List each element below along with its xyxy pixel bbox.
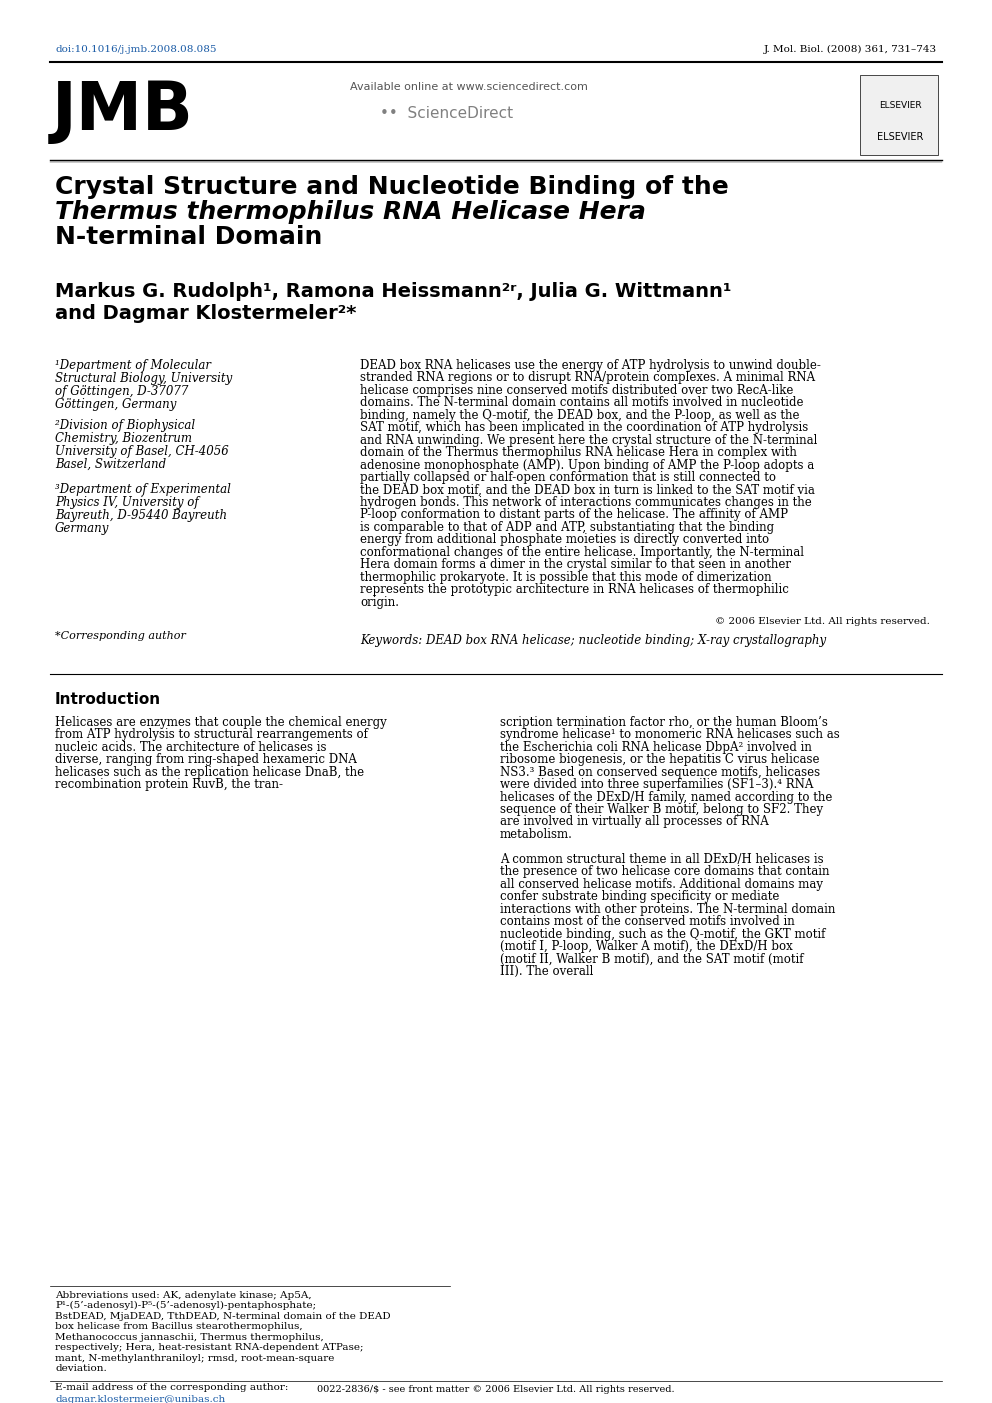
Text: Structural Biology, University: Structural Biology, University (55, 372, 232, 384)
Text: ³Department of Experimental: ³Department of Experimental (55, 484, 231, 497)
Text: Basel, Switzerland: Basel, Switzerland (55, 457, 166, 470)
Text: ribosome biogenesis, or the hepatitis C virus helicase: ribosome biogenesis, or the hepatitis C … (500, 753, 819, 766)
Text: scription termination factor rho, or the human Bloom’s: scription termination factor rho, or the… (500, 716, 828, 728)
Text: helicases of the DExD/H family, named according to the: helicases of the DExD/H family, named ac… (500, 790, 832, 804)
Text: metabolism.: metabolism. (500, 828, 572, 840)
Text: stranded RNA regions or to disrupt RNA/protein complexes. A minimal RNA: stranded RNA regions or to disrupt RNA/p… (360, 372, 815, 384)
Text: A common structural theme in all DExD/H helicases is: A common structural theme in all DExD/H … (500, 853, 823, 866)
Text: Physics IV, University of: Physics IV, University of (55, 497, 198, 509)
Text: ¹Department of Molecular: ¹Department of Molecular (55, 359, 211, 372)
Text: Markus G. Rudolph¹, Ramona Heissmann²ʳ, Julia G. Wittmann¹: Markus G. Rudolph¹, Ramona Heissmann²ʳ, … (55, 282, 731, 302)
Text: NS3.³ Based on conserved sequence motifs, helicases: NS3.³ Based on conserved sequence motifs… (500, 766, 820, 779)
Text: of Göttingen, D-37077: of Göttingen, D-37077 (55, 384, 188, 398)
Text: Keywords: DEAD box RNA helicase; nucleotide binding; X-ray crystallography: Keywords: DEAD box RNA helicase; nucleot… (360, 634, 826, 647)
Text: E-mail address of the corresponding author:: E-mail address of the corresponding auth… (55, 1383, 289, 1392)
Text: domains. The N-terminal domain contains all motifs involved in nucleotide: domains. The N-terminal domain contains … (360, 396, 804, 410)
Text: N-terminal Domain: N-terminal Domain (55, 226, 322, 250)
Text: BstDEAD, MjaDEAD, TthDEAD, N-terminal domain of the DEAD: BstDEAD, MjaDEAD, TthDEAD, N-terminal do… (55, 1312, 391, 1322)
Text: are involved in virtually all processes of RNA: are involved in virtually all processes … (500, 815, 769, 828)
Text: the presence of two helicase core domains that contain: the presence of two helicase core domain… (500, 866, 829, 878)
Text: Chemistry, Biozentrum: Chemistry, Biozentrum (55, 432, 192, 445)
Text: sequence of their Walker B motif, belong to SF2. They: sequence of their Walker B motif, belong… (500, 803, 823, 817)
Text: Methanococcus jannaschii, Thermus thermophilus,: Methanococcus jannaschii, Thermus thermo… (55, 1333, 323, 1341)
Text: ••  ScienceDirect: •• ScienceDirect (380, 105, 513, 121)
Text: 0022-2836/$ - see front matter © 2006 Elsevier Ltd. All rights reserved.: 0022-2836/$ - see front matter © 2006 El… (317, 1385, 675, 1393)
Text: thermophilic prokaryote. It is possible that this mode of dimerization: thermophilic prokaryote. It is possible … (360, 571, 772, 584)
Text: nucleotide binding, such as the Q-motif, the GKT motif: nucleotide binding, such as the Q-motif,… (500, 927, 825, 940)
Text: the DEAD box motif, and the DEAD box in turn is linked to the SAT motif via: the DEAD box motif, and the DEAD box in … (360, 484, 814, 497)
Text: recombination protein RuvB, the tran-: recombination protein RuvB, the tran- (55, 779, 283, 791)
Text: ELSEVIER: ELSEVIER (879, 101, 922, 109)
Text: Available online at www.sciencedirect.com: Available online at www.sciencedirect.co… (350, 81, 588, 91)
Text: Helicases are enzymes that couple the chemical energy: Helicases are enzymes that couple the ch… (55, 716, 387, 728)
Text: ELSEVIER: ELSEVIER (877, 132, 924, 142)
Text: binding, namely the Q-motif, the DEAD box, and the P-loop, as well as the: binding, namely the Q-motif, the DEAD bo… (360, 408, 800, 422)
Text: © 2006 Elsevier Ltd. All rights reserved.: © 2006 Elsevier Ltd. All rights reserved… (715, 617, 930, 626)
Text: dagmar.klostermeier@unibas.ch: dagmar.klostermeier@unibas.ch (55, 1395, 225, 1403)
Text: represents the prototypic architecture in RNA helicases of thermophilic: represents the prototypic architecture i… (360, 584, 789, 596)
Text: JMB: JMB (52, 77, 193, 143)
Text: box helicase from Bacillus stearothermophilus,: box helicase from Bacillus stearothermop… (55, 1323, 303, 1331)
Text: nucleic acids. The architecture of helicases is: nucleic acids. The architecture of helic… (55, 741, 326, 753)
Text: contains most of the conserved motifs involved in: contains most of the conserved motifs in… (500, 915, 795, 929)
Text: Thermus thermophilus RNA Helicase Hera: Thermus thermophilus RNA Helicase Hera (55, 201, 646, 224)
Text: SAT motif, which has been implicated in the coordination of ATP hydrolysis: SAT motif, which has been implicated in … (360, 421, 808, 434)
Text: (motif II, Walker B motif), and the SAT motif (motif: (motif II, Walker B motif), and the SAT … (500, 953, 804, 965)
Text: diverse, ranging from ring-shaped hexameric DNA: diverse, ranging from ring-shaped hexame… (55, 753, 357, 766)
Text: syndrome helicase¹ to monomeric RNA helicases such as: syndrome helicase¹ to monomeric RNA heli… (500, 728, 840, 741)
Text: is comparable to that of ADP and ATP, substantiating that the binding: is comparable to that of ADP and ATP, su… (360, 521, 774, 535)
Text: Germany: Germany (55, 522, 109, 536)
Text: energy from additional phosphate moieties is directly converted into: energy from additional phosphate moietie… (360, 533, 769, 546)
Text: Crystal Structure and Nucleotide Binding of the: Crystal Structure and Nucleotide Binding… (55, 175, 729, 199)
Text: (motif I, P-loop, Walker A motif), the DExD/H box: (motif I, P-loop, Walker A motif), the D… (500, 940, 793, 953)
Text: Bayreuth, D-95440 Bayreuth: Bayreuth, D-95440 Bayreuth (55, 509, 227, 522)
Text: ²Division of Biophysical: ²Division of Biophysical (55, 418, 195, 432)
Text: III). The overall: III). The overall (500, 965, 593, 978)
Text: domain of the Thermus thermophilus RNA helicase Hera in complex with: domain of the Thermus thermophilus RNA h… (360, 446, 797, 459)
Text: adenosine monophosphate (AMP). Upon binding of AMP the P-loop adopts a: adenosine monophosphate (AMP). Upon bind… (360, 459, 814, 471)
Text: P-loop conformation to distant parts of the helicase. The affinity of AMP: P-loop conformation to distant parts of … (360, 508, 788, 522)
Text: the Escherichia coli RNA helicase DbpA² involved in: the Escherichia coli RNA helicase DbpA² … (500, 741, 811, 753)
Text: origin.: origin. (360, 596, 399, 609)
Text: *Corresponding author: *Corresponding author (55, 631, 186, 641)
Text: and Dagmar Klostermeler²*: and Dagmar Klostermeler²* (55, 304, 356, 323)
Text: University of Basel, CH-4056: University of Basel, CH-4056 (55, 445, 229, 457)
FancyBboxPatch shape (860, 74, 938, 154)
Text: deviation.: deviation. (55, 1364, 107, 1374)
Text: from ATP hydrolysis to structural rearrangements of: from ATP hydrolysis to structural rearra… (55, 728, 368, 741)
Text: and RNA unwinding. We present here the crystal structure of the N-terminal: and RNA unwinding. We present here the c… (360, 434, 817, 446)
Text: Introduction: Introduction (55, 692, 161, 707)
Text: mant, N-methylanthraniloyl; rmsd, root-mean-square: mant, N-methylanthraniloyl; rmsd, root-m… (55, 1354, 334, 1362)
Text: conformational changes of the entire helicase. Importantly, the N-terminal: conformational changes of the entire hel… (360, 546, 804, 558)
Text: helicase comprises nine conserved motifs distributed over two RecA-like: helicase comprises nine conserved motifs… (360, 384, 794, 397)
Text: were divided into three superfamilies (SF1–3).⁴ RNA: were divided into three superfamilies (S… (500, 779, 813, 791)
Text: Hera domain forms a dimer in the crystal similar to that seen in another: Hera domain forms a dimer in the crystal… (360, 558, 791, 571)
Text: hydrogen bonds. This network of interactions communicates changes in the: hydrogen bonds. This network of interact… (360, 495, 811, 509)
Text: respectively; Hera, heat-resistant RNA-dependent ATPase;: respectively; Hera, heat-resistant RNA-d… (55, 1343, 363, 1352)
Text: doi:10.1016/j.jmb.2008.08.085: doi:10.1016/j.jmb.2008.08.085 (55, 45, 216, 53)
Text: Göttingen, Germany: Göttingen, Germany (55, 397, 177, 411)
Text: J. Mol. Biol. (2008) 361, 731–743: J. Mol. Biol. (2008) 361, 731–743 (764, 45, 937, 53)
Text: partially collapsed or half-open conformation that is still connected to: partially collapsed or half-open conform… (360, 471, 776, 484)
Text: interactions with other proteins. The N-terminal domain: interactions with other proteins. The N-… (500, 902, 835, 916)
Text: DEAD box RNA helicases use the energy of ATP hydrolysis to unwind double-: DEAD box RNA helicases use the energy of… (360, 359, 820, 372)
Text: Abbreviations used: AK, adenylate kinase; Ap5A,: Abbreviations used: AK, adenylate kinase… (55, 1291, 311, 1301)
Text: all conserved helicase motifs. Additional domains may: all conserved helicase motifs. Additiona… (500, 878, 823, 891)
Text: P¹-(5’-adenosyl)-P⁵-(5’-adenosyl)-pentaphosphate;: P¹-(5’-adenosyl)-P⁵-(5’-adenosyl)-pentap… (55, 1302, 316, 1310)
Text: confer substrate binding specificity or mediate: confer substrate binding specificity or … (500, 891, 780, 904)
Text: helicases such as the replication helicase DnaB, the: helicases such as the replication helica… (55, 766, 364, 779)
